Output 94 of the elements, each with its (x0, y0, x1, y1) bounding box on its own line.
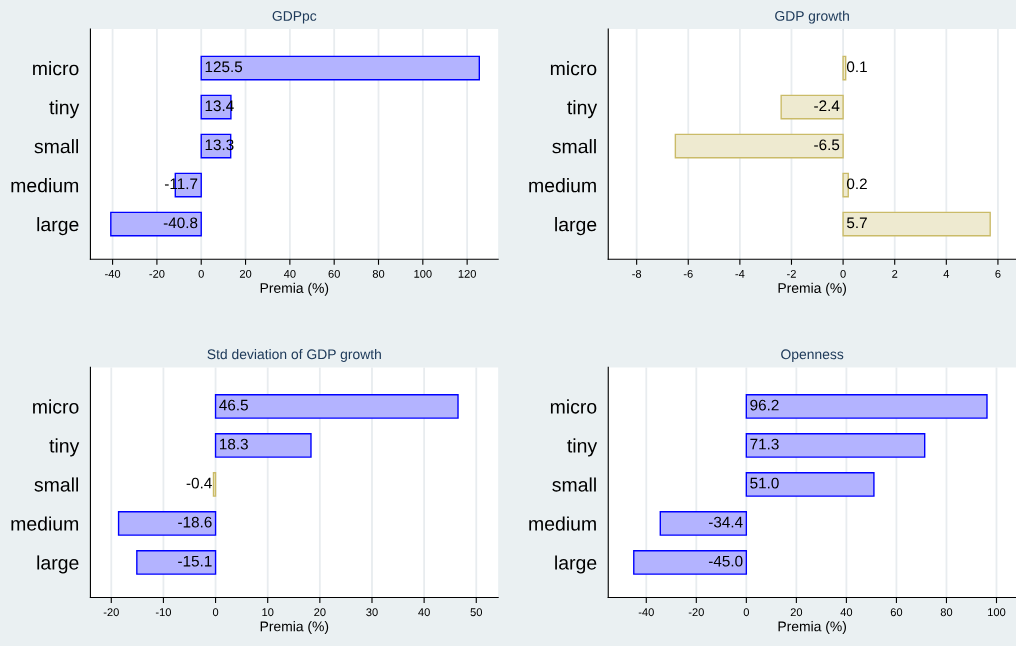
data-label: -40.8 (163, 217, 198, 229)
y-tick-label: tiny (49, 438, 80, 457)
x-tick-label: 0 (840, 269, 846, 278)
bar (214, 394, 459, 419)
x-tick-label: -40 (105, 269, 121, 278)
y-tick-label: medium (11, 516, 79, 531)
x-tick-label: 20 (239, 269, 252, 278)
x-tick-label: 0 (198, 269, 204, 278)
x-tick-label: -20 (688, 608, 704, 617)
data-label: 18.3 (219, 438, 248, 450)
y-tick-label: tiny (567, 100, 598, 119)
x-axis-title: Premia (%) (778, 282, 846, 296)
x-tick-label: 20 (790, 608, 803, 617)
y-tick-label: medium (529, 516, 596, 531)
y-tick-label: large (37, 555, 79, 574)
data-label: -34.4 (708, 516, 743, 528)
x-tick-label: 120 (458, 269, 476, 278)
x-tick-label: -20 (103, 608, 119, 617)
x-tick-label: -2 (787, 269, 796, 278)
x-tick-label: 100 (988, 608, 1006, 617)
x-tick-label: 10 (262, 608, 274, 617)
x-axis-title: Premia (%) (260, 282, 329, 296)
y-tick-label: tiny (49, 100, 80, 119)
data-label: 0.1 (846, 61, 867, 73)
data-label: -0.4 (186, 477, 212, 489)
y-tick-label: small (552, 139, 596, 154)
x-tick-label: 40 (840, 608, 853, 617)
bar (117, 511, 217, 536)
data-label: -45.0 (708, 555, 743, 567)
x-tick-label: 60 (890, 608, 903, 617)
y-tick-label: large (555, 555, 597, 574)
data-label: -15.1 (178, 555, 212, 567)
data-label: 46.5 (219, 399, 248, 411)
bar (136, 550, 217, 575)
y-tick-label: medium (529, 178, 596, 193)
y-tick-label: micro (550, 61, 597, 76)
x-tick-label: 80 (372, 269, 385, 278)
x-tick-label: 2 (892, 269, 898, 278)
x-tick-label: 0 (212, 608, 219, 617)
bar (745, 433, 926, 458)
x-tick-label: 30 (366, 608, 378, 617)
x-tick-label: 0 (743, 608, 749, 617)
y-tick-label: micro (33, 61, 79, 76)
chart-title: GDPpc (272, 11, 317, 24)
x-tick-label: -10 (155, 608, 172, 617)
y-tick-label: small (552, 477, 596, 492)
data-label: -2.4 (814, 100, 840, 112)
x-tick-label: -6 (683, 269, 693, 278)
x-tick-label: 60 (328, 269, 340, 278)
bar (110, 211, 202, 237)
x-axis-title: Premia (%) (778, 621, 846, 635)
y-tick-label: micro (33, 399, 79, 414)
x-axis-title: Premia (%) (260, 621, 329, 635)
bar (745, 472, 875, 497)
y-tick-label: large (555, 217, 597, 236)
data-label: 125.5 (205, 61, 243, 73)
x-tick-label: 4 (943, 270, 950, 278)
y-tick-label: small (34, 139, 79, 154)
y-tick-label: micro (550, 399, 597, 414)
bar (842, 55, 847, 81)
x-tick-label: 100 (414, 269, 432, 278)
bar (633, 550, 748, 575)
x-tick-label: 20 (314, 608, 326, 617)
data-label: 96.2 (750, 399, 779, 411)
bar (200, 55, 481, 81)
bar (842, 172, 849, 198)
data-label: 71.3 (750, 438, 779, 450)
x-tick-label: 50 (470, 608, 483, 617)
x-tick-label: 80 (940, 608, 953, 617)
chart-title: Std deviation of GDP growth (207, 349, 381, 362)
bar (780, 94, 844, 120)
data-label: 5.7 (846, 217, 867, 229)
chart-title: GDP growth (775, 10, 849, 24)
x-tick-label: -40 (638, 608, 654, 617)
x-tick-label: 6 (995, 269, 1001, 278)
bar (659, 511, 748, 536)
bar (745, 394, 988, 419)
data-label: 13.4 (205, 100, 234, 112)
data-label: -6.5 (814, 139, 840, 151)
chart-title: Openness (781, 349, 844, 362)
x-tick-label: 40 (418, 608, 430, 617)
bar (214, 433, 312, 458)
x-tick-label: -4 (735, 270, 745, 278)
y-tick-label: large (37, 217, 79, 236)
data-label: 51.0 (750, 477, 779, 489)
y-tick-label: tiny (567, 438, 598, 457)
y-tick-label: small (34, 477, 79, 492)
x-tick-label: 40 (283, 269, 296, 278)
y-tick-label: medium (11, 178, 79, 193)
bar (674, 133, 844, 159)
bar (842, 211, 991, 237)
x-tick-label: -8 (632, 269, 642, 278)
x-tick-label: -20 (149, 269, 165, 278)
data-label: -18.6 (178, 516, 212, 528)
